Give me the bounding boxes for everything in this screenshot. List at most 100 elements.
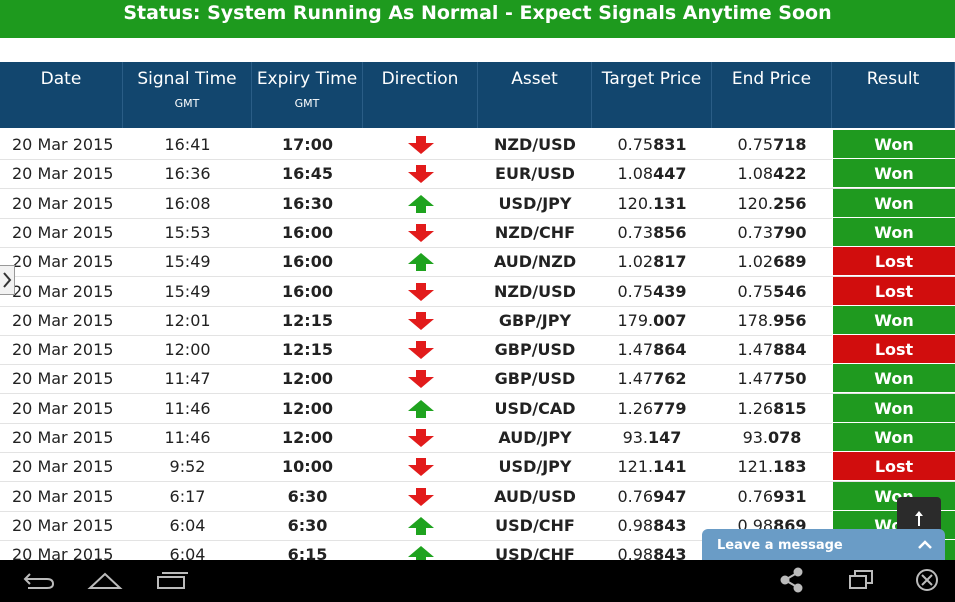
date-cell: 20 Mar 2015 <box>12 369 114 389</box>
target-price: 1.08447 <box>592 159 712 188</box>
target-price: 0.73856 <box>592 218 712 247</box>
price-prefix: 1.47 <box>737 340 774 360</box>
signal-time: 6:04 <box>169 545 206 565</box>
signal-time: 16:41 <box>164 135 211 154</box>
price-digits: 141 <box>653 457 687 477</box>
share-button[interactable] <box>780 567 803 593</box>
price-prefix: 0.98 <box>617 545 654 565</box>
asset: AUD/USD <box>494 486 576 506</box>
price-prefix: 93. <box>742 428 769 447</box>
back-button[interactable] <box>23 573 55 589</box>
asset: USD/JPY <box>498 193 572 213</box>
chat-widget[interactable]: Leave a message <box>702 529 945 560</box>
header-cell: Asset <box>478 62 592 128</box>
price-prefix: 1.02 <box>737 252 774 272</box>
expiry-time: 12:00 <box>282 428 333 447</box>
side-tab-icon <box>3 272 12 288</box>
result: Won <box>832 188 955 218</box>
target-price: 0.75439 <box>592 277 712 306</box>
header-cell: Date <box>0 62 123 128</box>
price-prefix: 1.47 <box>617 369 654 389</box>
side-tab[interactable] <box>0 265 15 295</box>
end-price: 0.76931 <box>712 482 832 511</box>
signal-time: 16:36 <box>164 164 211 184</box>
price-digits: 131 <box>653 193 687 213</box>
price-prefix: 1.08 <box>617 164 654 184</box>
price-digits: 007 <box>653 310 687 330</box>
signal-time: 12:00 <box>164 340 211 360</box>
arrow-down <box>407 429 434 447</box>
row-separator <box>0 510 955 512</box>
header-title: Expiry Time <box>256 69 358 89</box>
direction-cell <box>363 189 478 218</box>
signal-time: 11:46 <box>164 398 211 418</box>
price-prefix: 178. <box>737 310 774 330</box>
price-digits: 256 <box>773 193 807 213</box>
recent-button[interactable] <box>157 572 188 589</box>
asset: USD/JPY <box>498 457 572 477</box>
price-digits: 546 <box>773 281 807 301</box>
arrow-down <box>407 458 434 477</box>
expiry-time: 16:00 <box>282 222 333 242</box>
target-price: 1.47762 <box>592 364 712 393</box>
date-cell: 20 Mar 2015 <box>12 545 114 565</box>
price-digits: 815 <box>773 398 807 418</box>
status-banner: Status: System Running As Normal - Expec… <box>0 0 955 38</box>
expiry-time: 6:30 <box>287 515 328 535</box>
row-separator <box>0 452 955 453</box>
direction-cell <box>363 335 478 364</box>
asset: GBP/USD <box>494 340 576 360</box>
date-cell: 20 Mar 2015 <box>12 193 114 213</box>
row-separator <box>0 393 955 395</box>
header-cell: Result <box>832 62 955 128</box>
expiry-time: 12:15 <box>282 310 333 330</box>
direction-cell <box>363 482 478 511</box>
header-title: End Price <box>731 69 812 89</box>
target-price: 0.76947 <box>592 482 712 511</box>
price-prefix: 120. <box>737 193 774 213</box>
date-cell: 20 Mar 2015 <box>12 428 114 447</box>
end-price: 1.02689 <box>712 247 832 276</box>
end-price: 178.956 <box>712 306 832 335</box>
direction-cell <box>363 452 478 481</box>
price-prefix: 0.76 <box>737 486 774 506</box>
result: Won <box>832 393 955 423</box>
close-button[interactable] <box>916 569 938 591</box>
date-cell: 20 Mar 2015 <box>12 164 114 184</box>
target-price: 0.98843 <box>592 540 712 569</box>
arrow-down <box>407 311 434 330</box>
price-digits: 750 <box>773 369 807 389</box>
direction-cell <box>363 277 478 306</box>
signal-time: 6:17 <box>169 486 206 506</box>
table-header: Date Signal Time GMT Expiry Time GMT Directio… <box>0 62 955 128</box>
direction-cell <box>363 364 478 393</box>
arrow-up <box>407 399 434 418</box>
expiry-time: 6:15 <box>287 545 328 565</box>
end-price: 1.47884 <box>712 335 832 364</box>
row-separator <box>0 305 955 307</box>
end-price: 1.26815 <box>712 394 832 423</box>
price-digits: 864 <box>653 340 687 360</box>
row-separator <box>0 217 955 219</box>
price-prefix: 1.08 <box>737 164 774 184</box>
asset: USD/CHF <box>495 515 575 535</box>
signal-time: 6:04 <box>169 515 206 535</box>
header-sub: GMT <box>294 97 320 110</box>
arrow-down <box>407 223 434 242</box>
android-nav-bar <box>0 560 955 602</box>
target-price: 1.02817 <box>592 247 712 276</box>
asset: NZD/CHF <box>494 222 576 242</box>
expiry-time: 16:45 <box>282 164 333 184</box>
arrow-up <box>407 546 434 565</box>
result: Lost <box>832 247 955 277</box>
home-button[interactable] <box>87 572 123 589</box>
asset: GBP/JPY <box>498 310 572 330</box>
end-price: 93.078 <box>712 423 832 452</box>
price-prefix: 0.75 <box>737 281 774 301</box>
price-digits: 790 <box>773 222 807 242</box>
expiry-time: 16:30 <box>282 193 333 213</box>
window-button[interactable] <box>849 570 873 589</box>
target-price: 93.147 <box>592 423 712 452</box>
direction-cell <box>363 394 478 423</box>
target-price: 1.26779 <box>592 394 712 423</box>
